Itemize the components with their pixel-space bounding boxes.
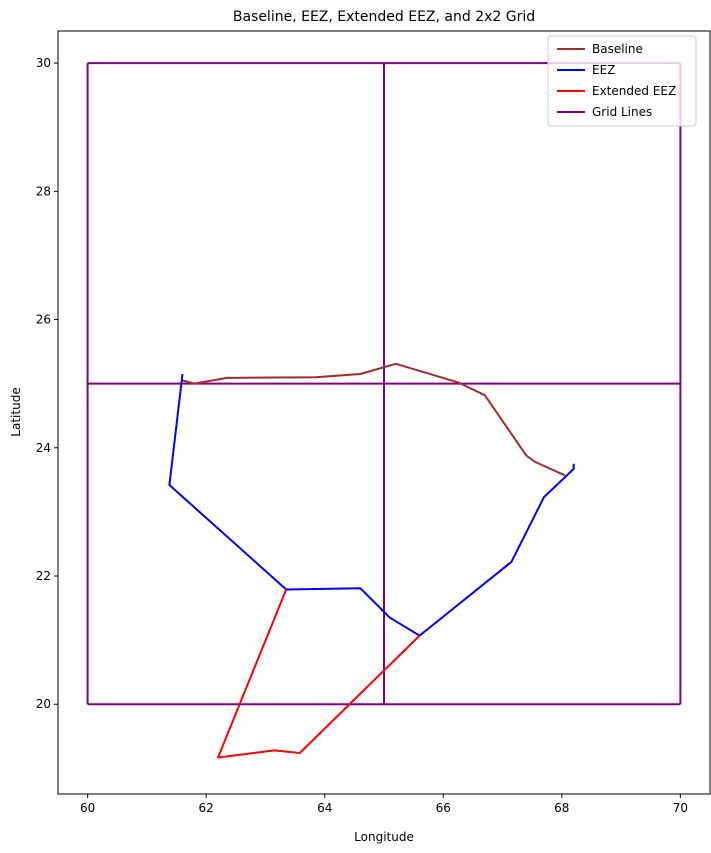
y-tick-label: 26 <box>36 313 51 327</box>
y-axis-ticks: 20 22 24 26 28 30 <box>36 56 58 711</box>
series-line-eez <box>168 373 575 637</box>
y-tick-label: 30 <box>36 56 51 70</box>
x-tick-label: 68 <box>554 801 569 815</box>
y-axis-label: Latitude <box>9 387 23 436</box>
legend-label: Baseline <box>592 42 643 56</box>
chart-title: Baseline, EEZ, Extended EEZ, and 2x2 Gri… <box>233 9 535 25</box>
x-tick-label: 60 <box>80 801 95 815</box>
legend-box <box>547 35 697 127</box>
x-tick-label: 62 <box>199 801 214 815</box>
series-line-baseline <box>182 362 566 477</box>
legend-label: EEZ <box>592 63 615 77</box>
y-tick-label: 22 <box>36 569 51 583</box>
x-axis-ticks: 60 62 64 66 68 70 <box>80 794 688 815</box>
legend-label: Extended EEZ <box>592 84 676 98</box>
legend: Baseline EEZ Extended EEZ Grid Lines <box>547 35 697 127</box>
x-axis-label: Longitude <box>354 830 414 844</box>
x-tick-label: 70 <box>673 801 688 815</box>
plot-frame <box>57 30 711 795</box>
series-layer <box>86 62 682 759</box>
x-tick-label: 64 <box>317 801 332 815</box>
legend-label: Grid Lines <box>592 105 652 119</box>
series-line-extended-eez <box>217 589 421 759</box>
y-tick-label: 24 <box>36 441 51 455</box>
y-tick-label: 20 <box>36 697 51 711</box>
x-tick-label: 66 <box>436 801 451 815</box>
y-tick-label: 28 <box>36 184 51 198</box>
